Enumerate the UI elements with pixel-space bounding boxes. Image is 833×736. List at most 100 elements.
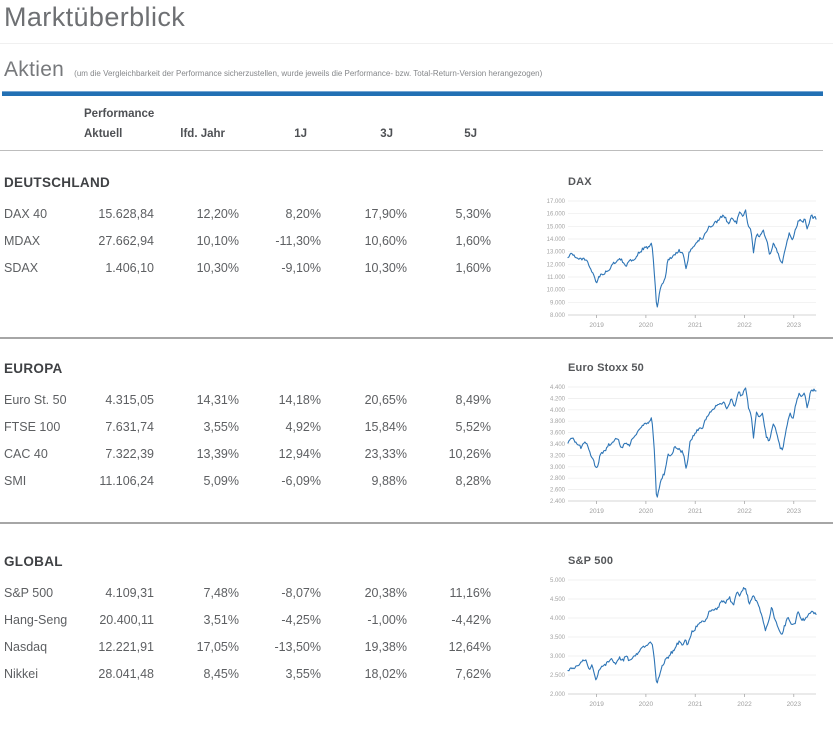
value-aktuell: 15.628,84 bbox=[98, 206, 154, 221]
value-5j: 10,26% bbox=[448, 446, 491, 461]
value-5j: 12,64% bbox=[448, 639, 491, 654]
table-row: MDAX 27.662,94 10,10% -11,30% 10,60% 1,6… bbox=[4, 227, 497, 254]
section-heading: EUROPA bbox=[4, 361, 63, 377]
table-row: Hang-Seng 20.400,11 3,51% -4,25% -1,00% … bbox=[4, 606, 497, 633]
section-global: GLOBAL S&P 500 4.109,31 7,48% -8,07% 20,… bbox=[0, 524, 833, 732]
value-aktuell: 12.221,91 bbox=[98, 639, 154, 654]
svg-text:12.000: 12.000 bbox=[547, 262, 566, 268]
section-heading: DEUTSCHLAND bbox=[4, 175, 111, 191]
value-lfd-jahr: 3,55% bbox=[203, 419, 239, 434]
svg-text:3.800: 3.800 bbox=[550, 419, 566, 425]
table-row: Nikkei 28.041,48 8,45% 3,55% 18,02% 7,62… bbox=[4, 660, 497, 687]
value-3j: 18,02% bbox=[364, 666, 407, 681]
svg-text:2019: 2019 bbox=[589, 508, 604, 515]
value-5j: 8,49% bbox=[455, 392, 491, 407]
svg-text:2022: 2022 bbox=[737, 701, 752, 708]
value-3j: 19,38% bbox=[364, 639, 407, 654]
accent-rule bbox=[2, 91, 823, 97]
value-5j: -4,42% bbox=[451, 612, 491, 627]
svg-text:2023: 2023 bbox=[787, 322, 802, 329]
table-row: Nasdaq 12.221,91 17,05% -13,50% 19,38% 1… bbox=[4, 633, 497, 660]
value-5j: 7,62% bbox=[455, 666, 491, 681]
value-aktuell: 20.400,11 bbox=[99, 612, 154, 627]
value-3j: 9,88% bbox=[371, 473, 407, 488]
chart-panel-sp500: S&P 500 2.000 2.500 3.000 3.500 4.000 4.500 5.… bbox=[545, 554, 833, 732]
value-1j: 12,94% bbox=[278, 446, 321, 461]
title-divider bbox=[0, 43, 833, 45]
index-name: FTSE 100 bbox=[4, 419, 61, 434]
svg-text:14.000: 14.000 bbox=[547, 237, 566, 243]
svg-text:3.200: 3.200 bbox=[550, 453, 566, 459]
value-3j: -1,00% bbox=[367, 612, 407, 627]
svg-text:3.000: 3.000 bbox=[550, 654, 566, 660]
value-3j: 15,84% bbox=[364, 419, 407, 434]
svg-text:2.800: 2.800 bbox=[550, 476, 566, 482]
value-aktuell: 7.631,74 bbox=[105, 419, 154, 434]
svg-text:2021: 2021 bbox=[688, 701, 703, 708]
svg-text:2023: 2023 bbox=[787, 701, 802, 708]
value-lfd-jahr: 17,05% bbox=[196, 639, 239, 654]
value-5j: 5,30% bbox=[455, 206, 491, 221]
index-name: S&P 500 bbox=[4, 585, 54, 600]
index-name: Euro St. 50 bbox=[4, 392, 67, 407]
svg-text:4.400: 4.400 bbox=[550, 385, 566, 391]
value-3j: 17,90% bbox=[364, 206, 407, 221]
value-3j: 10,60% bbox=[364, 233, 407, 248]
table-row: CAC 40 7.322,39 13,39% 12,94% 23,33% 10,… bbox=[4, 440, 497, 467]
performance-label: Performance bbox=[84, 108, 155, 121]
value-1j: -6,09% bbox=[281, 473, 321, 488]
svg-text:8.000: 8.000 bbox=[550, 313, 566, 319]
chart-title-dax: DAX bbox=[568, 176, 592, 189]
svg-text:3.600: 3.600 bbox=[550, 431, 566, 437]
value-1j: 3,55% bbox=[285, 666, 321, 681]
column-header-row: Aktuell lfd. Jahr 1J 3J 5J bbox=[0, 128, 833, 140]
svg-text:16.000: 16.000 bbox=[547, 212, 566, 218]
index-name: DAX 40 bbox=[4, 206, 48, 221]
svg-text:3.500: 3.500 bbox=[550, 635, 566, 641]
svg-text:17.000: 17.000 bbox=[547, 199, 566, 205]
index-table: S&P 500 4.109,31 7,48% -8,07% 20,38% 11,… bbox=[4, 579, 497, 687]
index-name: SMI bbox=[4, 473, 27, 488]
section-deutschland: DEUTSCHLAND DAX 40 15.628,84 12,20% 8,20… bbox=[0, 151, 833, 340]
section-title-aktien: Aktien bbox=[4, 58, 65, 82]
svg-text:10.000: 10.000 bbox=[547, 288, 566, 294]
value-lfd-jahr: 10,10% bbox=[196, 233, 239, 248]
value-lfd-jahr: 3,51% bbox=[203, 612, 239, 627]
chart-panel-dax: DAX 8.000 9.000 10.000 11.000 12.000 13.000 14… bbox=[545, 175, 833, 337]
svg-text:2019: 2019 bbox=[589, 701, 604, 708]
performance-group-header: Performance bbox=[0, 108, 833, 120]
svg-text:2020: 2020 bbox=[639, 701, 654, 708]
svg-text:2.000: 2.000 bbox=[550, 692, 566, 698]
svg-text:11.000: 11.000 bbox=[547, 275, 566, 281]
table-row: DAX 40 15.628,84 12,20% 8,20% 17,90% 5,3… bbox=[4, 200, 497, 227]
sp500-chart: 2.000 2.500 3.000 3.500 4.000 4.500 5.000 2019 2… bbox=[550, 578, 817, 708]
value-lfd-jahr: 7,48% bbox=[203, 585, 239, 600]
svg-text:2020: 2020 bbox=[639, 508, 654, 515]
value-1j: -8,07% bbox=[281, 585, 321, 600]
index-name: Hang-Seng bbox=[4, 612, 68, 627]
column-header-aktuell: Aktuell bbox=[84, 128, 123, 141]
value-3j: 23,33% bbox=[364, 446, 407, 461]
euro-stoxx-50-chart: 2.400 2.600 2.800 3.000 3.200 3.400 3.600 3.800… bbox=[550, 385, 817, 515]
page-title: Marktüberblick bbox=[4, 2, 186, 32]
value-aktuell: 7.322,39 bbox=[105, 446, 154, 461]
svg-text:2019: 2019 bbox=[589, 322, 604, 329]
table-row: Euro St. 50 4.315,05 14,31% 14,18% 20,65… bbox=[4, 386, 497, 413]
chart-title-euro-stoxx-50: Euro Stoxx 50 bbox=[568, 362, 644, 375]
value-1j: -13,50% bbox=[274, 639, 321, 654]
value-3j: 20,38% bbox=[364, 585, 407, 600]
svg-text:2.400: 2.400 bbox=[550, 499, 566, 505]
index-name: Nikkei bbox=[4, 666, 39, 681]
column-header-5j: 5J bbox=[464, 128, 477, 141]
svg-text:3.400: 3.400 bbox=[550, 442, 566, 448]
svg-text:4.200: 4.200 bbox=[550, 396, 566, 402]
index-name: MDAX bbox=[4, 233, 41, 248]
svg-text:2022: 2022 bbox=[737, 508, 752, 515]
value-5j: 5,52% bbox=[455, 419, 491, 434]
index-name: SDAX bbox=[4, 260, 39, 275]
value-1j: 14,18% bbox=[278, 392, 321, 407]
svg-text:2021: 2021 bbox=[688, 508, 703, 515]
svg-text:2020: 2020 bbox=[639, 322, 654, 329]
value-5j: 11,16% bbox=[449, 585, 491, 600]
